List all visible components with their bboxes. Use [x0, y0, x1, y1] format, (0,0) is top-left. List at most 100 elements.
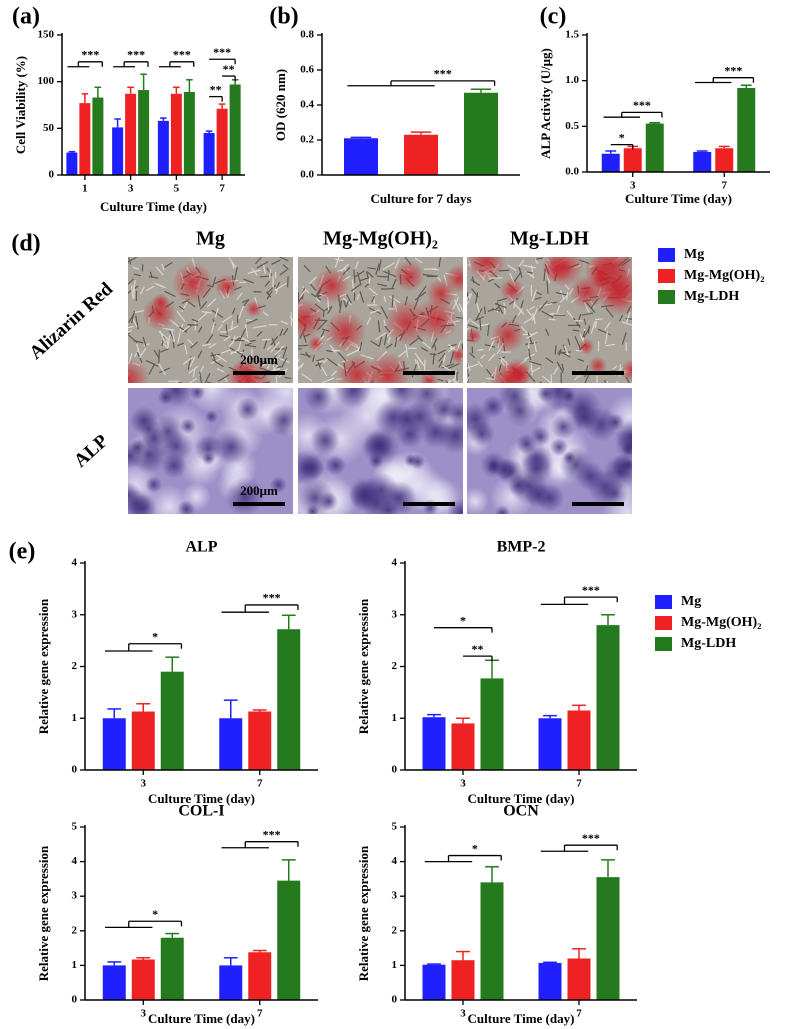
cell	[539, 303, 553, 308]
cell	[129, 381, 133, 383]
error-bar	[107, 708, 122, 719]
stain	[214, 274, 239, 299]
bar	[344, 138, 378, 175]
y-axis-label: OD (620 nm)	[273, 69, 288, 141]
x-tick-label: 3	[141, 778, 147, 790]
y-tick-label: 4	[392, 557, 398, 569]
error-bar	[543, 961, 557, 964]
x-axis-label: Culture Time (day)	[100, 199, 207, 214]
cell	[171, 330, 176, 342]
cell	[205, 334, 214, 345]
panel-label: (a)	[12, 4, 40, 30]
cell	[494, 302, 507, 309]
cell	[155, 266, 164, 276]
legend-swatch	[655, 595, 672, 609]
cell	[604, 321, 611, 331]
x-tick-label: 3	[141, 1008, 147, 1020]
error-bar	[649, 121, 661, 124]
significance-label: *	[152, 629, 158, 643]
micrograph-texture	[298, 388, 463, 514]
cell	[231, 261, 235, 270]
cell	[470, 279, 481, 286]
cell	[279, 257, 289, 262]
cell	[274, 282, 287, 292]
y-tick-label: 0.8	[300, 29, 314, 41]
cell	[298, 358, 301, 363]
cell	[256, 261, 269, 269]
stain	[588, 356, 608, 376]
cell	[312, 354, 315, 362]
panel-label: (b)	[269, 4, 298, 30]
cell	[621, 321, 632, 326]
cell	[167, 334, 171, 348]
cell	[448, 379, 450, 383]
error-bar	[485, 866, 499, 883]
x-tick-label: 7	[257, 778, 263, 790]
y-tick-label: 1	[392, 712, 398, 724]
cell	[299, 289, 307, 298]
cell	[539, 381, 542, 383]
cell	[225, 325, 239, 333]
error-bar	[281, 859, 296, 881]
cell	[242, 298, 250, 307]
stain	[404, 453, 417, 467]
cell	[334, 258, 344, 262]
bar	[92, 97, 104, 175]
cell	[157, 362, 166, 376]
significance-label: ***	[213, 45, 231, 59]
cell	[131, 316, 134, 324]
stain	[145, 476, 163, 493]
cell	[343, 300, 347, 308]
bar	[131, 711, 155, 770]
error-bar	[572, 704, 586, 711]
scale-bar-label: 200μm	[240, 352, 278, 367]
scale-bar	[403, 371, 455, 375]
stain	[562, 388, 602, 428]
error-bar	[281, 614, 296, 630]
cell	[251, 267, 258, 276]
cell	[467, 327, 470, 331]
cell	[282, 264, 289, 270]
cell	[132, 319, 138, 328]
cell	[383, 295, 387, 302]
cell	[433, 344, 437, 351]
y-tick-label: 0.0	[300, 169, 314, 181]
cell	[376, 283, 387, 287]
stain	[325, 454, 347, 476]
y-tick-label: 2	[72, 924, 78, 936]
micrograph	[298, 257, 463, 383]
cell	[531, 308, 538, 321]
cell	[208, 342, 217, 349]
cell	[574, 374, 580, 381]
bar	[645, 123, 664, 172]
error-bar	[740, 84, 752, 88]
stain	[481, 395, 505, 419]
cell	[242, 299, 249, 304]
cell	[351, 279, 355, 293]
cell	[287, 276, 289, 288]
y-axis-label: ALP Activity (U/μg)	[538, 48, 553, 159]
cell	[201, 310, 213, 314]
x-tick-label: 3	[128, 183, 134, 195]
cell	[555, 291, 567, 296]
bar	[216, 108, 228, 175]
stain	[535, 483, 565, 513]
cell	[480, 382, 485, 383]
y-tick-label: 150	[38, 29, 55, 41]
cell	[375, 263, 380, 276]
cell	[270, 341, 280, 353]
stain	[298, 297, 326, 341]
x-tick-label: 7	[257, 1008, 263, 1020]
cell	[275, 376, 278, 383]
cell	[184, 324, 193, 333]
bar	[464, 92, 498, 175]
cell	[238, 305, 245, 319]
bar	[219, 965, 243, 1000]
cell	[467, 291, 470, 301]
stain	[497, 458, 524, 485]
bar	[601, 153, 620, 172]
cell	[192, 368, 196, 378]
bar	[112, 127, 124, 175]
cell	[244, 342, 253, 347]
cell	[455, 379, 457, 383]
